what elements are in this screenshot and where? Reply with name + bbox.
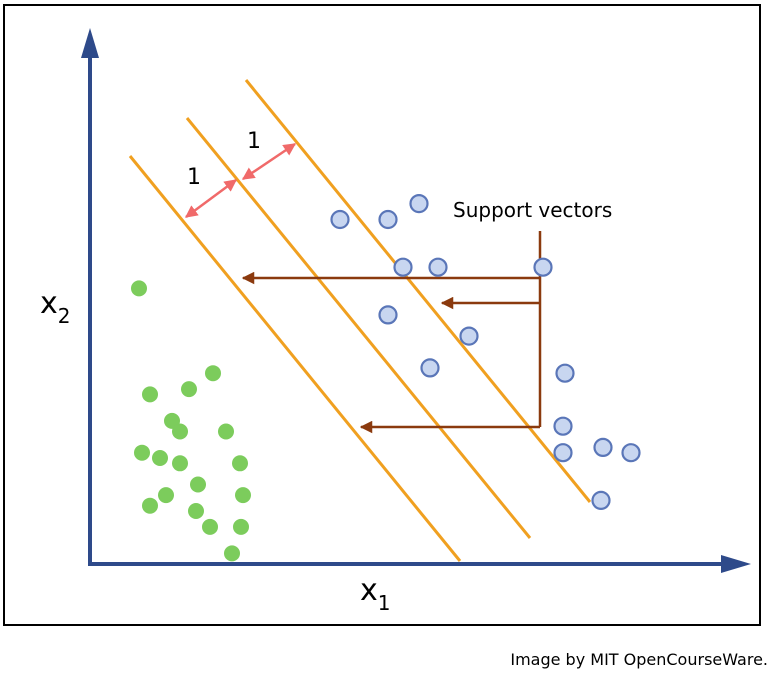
figure-frame: 1 1 x1 x2 Support vectors xyxy=(3,4,761,626)
margin-boundary-lower xyxy=(128,155,462,562)
class-b-point xyxy=(553,443,573,463)
y-axis-label-base: x xyxy=(40,286,58,321)
class-a-point xyxy=(172,423,188,440)
class-b-point xyxy=(591,490,611,510)
class-a-point xyxy=(188,503,204,519)
y-axis-label-subscript: 2 xyxy=(58,304,71,328)
class-b-point xyxy=(555,363,575,383)
class-a-point xyxy=(142,497,158,514)
class-b-point xyxy=(593,437,613,457)
class-a-point xyxy=(172,455,188,472)
class-a-point xyxy=(205,365,221,382)
margin-boundary-upper xyxy=(244,79,592,503)
margin-label-right: 1 xyxy=(247,129,261,154)
class-b-point xyxy=(393,257,413,277)
x-axis-label-subscript: 1 xyxy=(378,591,391,615)
class-a-point xyxy=(218,423,234,440)
class-a-point xyxy=(152,450,168,466)
class-a-point xyxy=(181,381,197,398)
class-b-point xyxy=(428,257,448,277)
image-credit: Image by MIT OpenCourseWare. xyxy=(510,650,768,669)
class-a-point xyxy=(158,487,174,504)
class-b-point xyxy=(420,358,440,378)
y-axis-arrowhead xyxy=(81,28,99,58)
class-a-point xyxy=(131,280,147,297)
class-a-point xyxy=(233,518,249,535)
margin-arrow-left xyxy=(184,178,238,219)
class-a-point xyxy=(232,455,248,472)
class-a-point xyxy=(235,487,251,504)
support-vectors-label: Support vectors xyxy=(453,198,612,222)
class-b-point xyxy=(533,257,553,277)
class-a-point xyxy=(142,386,158,403)
class-a-point xyxy=(134,444,150,461)
x-axis-arrowhead xyxy=(721,555,751,573)
class-a-point xyxy=(224,545,240,562)
data-points xyxy=(131,194,641,562)
class-b-point xyxy=(330,209,350,230)
svm-diagram: 1 1 x1 x2 Support vectors xyxy=(40,28,751,615)
class-b-point xyxy=(553,416,573,436)
y-axis-label: x2 xyxy=(40,286,71,328)
class-b-point xyxy=(378,209,398,230)
decision-boundary xyxy=(185,117,532,539)
margin-label-left: 1 xyxy=(187,165,201,190)
x-axis-label-base: x xyxy=(360,573,378,608)
x-axis-label: x1 xyxy=(360,573,391,615)
class-b-point xyxy=(621,443,641,463)
class-b-point xyxy=(378,305,398,325)
class-b-point xyxy=(459,326,479,346)
margin-arrow-right xyxy=(241,142,297,181)
class-a-point xyxy=(190,476,206,493)
class-b-point xyxy=(409,194,429,214)
class-a-point xyxy=(202,518,218,535)
